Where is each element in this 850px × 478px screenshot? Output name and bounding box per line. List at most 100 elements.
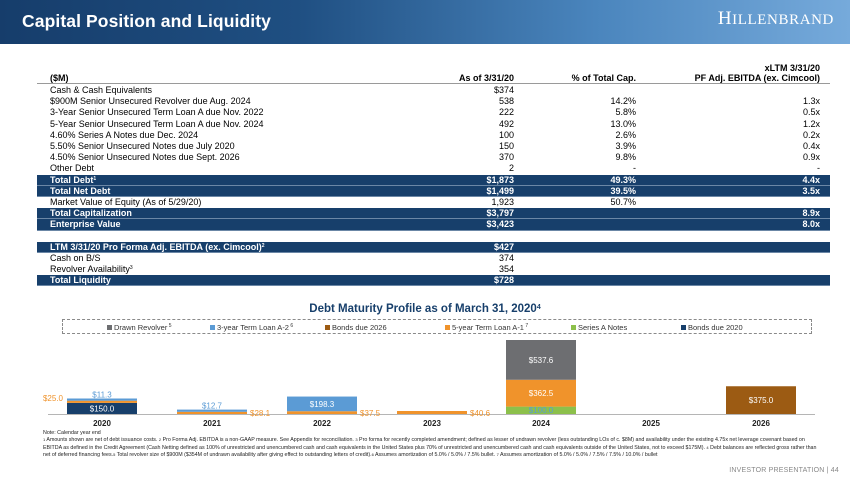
legend-swatch-icon (107, 325, 112, 330)
row-label: 4.50% Senior Unsecured Notes due Sept. 2… (50, 152, 240, 163)
table-total-row: Enterprise Value $3,423 8.0x (37, 219, 830, 231)
row-label-text: Other Debt (50, 163, 95, 174)
as-of-value: $3,423 (486, 219, 514, 230)
row-label-text: 5-Year Senior Unsecured Term Loan A due … (50, 118, 264, 129)
table-total-row: Total Debt1 $1,873 49.3% 4.4x (37, 174, 830, 186)
chart-legend: Drawn Revolver 5 3-year Term Loan A-2 6 Bo… (62, 319, 812, 334)
pct-total-cap-value: - (633, 163, 636, 174)
row-label: Revolver Availability3 (50, 264, 133, 275)
table-row: Cash & Cash Equivalents $374 (37, 85, 830, 96)
row-label-text: Total Liquidity (50, 275, 111, 286)
debt-maturity-chart: 2020 2021 2022 2023 2024 2025 2026 $150.0 $25.0 $… (43, 340, 815, 428)
x-tick-label: 2024 (532, 419, 550, 428)
ebitda-multiple-value: - (817, 163, 820, 174)
legend-item: Drawn Revolver 5 (107, 323, 172, 332)
table-row: 3-Year Senior Unsecured Term Loan A due … (37, 107, 830, 118)
row-label-text: Market Value of Equity (As of 5/29/20) (50, 197, 202, 207)
pct-total-cap-value: 14.2% (610, 96, 636, 107)
footnotes: Note: Calendar year end 1 Amounts shown … (43, 430, 823, 460)
as-of-value: 222 (498, 107, 514, 118)
col3-header-line1: xLTM 3/31/20 (764, 63, 820, 73)
bar-segment-2024-5-year-term-loan-a-1 (506, 379, 576, 407)
ebitda-multiple-value: 1.2x (802, 118, 820, 129)
page-footer: INVESTOR PRESENTATION | 44 (729, 467, 839, 474)
ebitda-multiple-value: 8.0x (802, 219, 820, 230)
as-of-value: 374 (498, 252, 514, 263)
data-label: $100.0 (529, 406, 554, 415)
footnote-text: Amounts shown are net of debt issuance c… (45, 437, 159, 444)
ebitda-multiple-value: 4.4x (802, 174, 820, 185)
bar-segment-2021-5-year-term-loan-a-1 (177, 411, 247, 414)
data-label: $362.5 (529, 389, 554, 398)
legend-label: 3-year Term Loan A-2 (217, 323, 289, 332)
pct-total-cap-value: 5.8% (615, 107, 636, 118)
footnote-number: 7 (496, 452, 499, 458)
legend-swatch-icon (210, 325, 215, 330)
x-tick-label: 2025 (642, 419, 660, 428)
as-of-value: $728 (493, 275, 514, 286)
footnote-text: Debt balances are reflected gross rather… (43, 444, 817, 459)
ebitda-multiple-value: 0.5x (802, 107, 820, 118)
legend-label: Series A Notes (578, 323, 628, 332)
data-label: $40.6 (470, 409, 491, 418)
row-label-text: Revolver Availability (50, 264, 130, 274)
footnote-text: Assumes amortization of 5.0% / 5.0% / 7.… (498, 452, 658, 459)
row-label-text: Total Net Debt (50, 185, 111, 196)
pct-total-cap-value: 50.7% (610, 197, 636, 207)
table-row: $900M Senior Unsecured Revolver due Aug.… (37, 96, 830, 107)
row-label: 4.60% Series A Notes due Dec. 2024 (50, 130, 198, 141)
data-label: $28.1 (250, 409, 271, 418)
table-row: Other Debt 2 - - (37, 163, 830, 174)
data-label: $150.0 (90, 404, 115, 413)
as-of-value: $427 (493, 241, 514, 252)
row-label: 5.50% Senior Unsecured Notes due July 20… (50, 141, 235, 152)
table-header-row-2: ($M) As of 3/31/20 % of Total Cap. PF Ad… (37, 73, 830, 84)
col3-header-line2: PF Adj. EBITDA (ex. Cimcool) (694, 73, 820, 83)
x-tick-label: 2023 (423, 419, 441, 428)
legend-item: Series A Notes (571, 323, 627, 332)
row-label: 5-Year Senior Unsecured Term Loan A due … (50, 119, 263, 130)
bar-segment-2022-5-year-term-loan-a-1 (287, 411, 357, 414)
table-row: 4.60% Series A Notes due Dec. 2024 100 2.6… (37, 130, 830, 141)
title-banner: Capital Position and Liquidity HILLENBRA… (0, 0, 850, 44)
as-of-value: 100 (498, 129, 514, 140)
table-header-row-1: xLTM 3/31/20 (37, 62, 830, 73)
data-label: $375.0 (749, 396, 774, 405)
bar-segment-2022-3-year-term-loan-a-2 (287, 396, 357, 412)
bar-segment-2020-3-year-term-loan-a-2 (67, 398, 137, 401)
row-label: $900M Senior Unsecured Revolver due Aug.… (50, 96, 251, 107)
footnote-ref: 2 (261, 242, 265, 249)
legend-footnote-ref: 5 (167, 323, 172, 329)
as-of-value: $1,499 (486, 185, 514, 196)
brand-logo-text: ILLENBRAND (732, 12, 834, 28)
x-tick-label: 2022 (313, 419, 331, 428)
table-total-row: Total Liquidity $728 (37, 275, 830, 287)
pct-total-cap-value: 39.5% (610, 185, 636, 196)
row-label-text: Cash & Cash Equivalents (50, 85, 153, 95)
row-label-text: Enterprise Value (50, 219, 121, 230)
ebitda-multiple-value: 0.4x (802, 141, 820, 151)
row-label: Total Debt1 (50, 175, 96, 186)
ebitda-multiple-value: 0.2x (802, 129, 820, 140)
bar-segment-2020-bonds-due-2020 (67, 402, 137, 414)
as-of-value: $1,873 (486, 174, 514, 185)
x-tick-label: 2026 (752, 419, 770, 428)
chart-title-text: Debt Maturity Profile as of March 31, 20… (309, 303, 537, 315)
bar-segment-2023-5-year-term-loan-a-1 (397, 410, 467, 414)
as-of-value: 370 (498, 152, 514, 163)
footnote-number: 3 (355, 437, 358, 443)
footnote-note: Note: Calendar year end (43, 430, 101, 436)
row-label: Other Debt (50, 163, 94, 174)
page-title: Capital Position and Liquidity (22, 11, 271, 31)
legend-footnote-ref: 7 (523, 323, 529, 329)
row-label-text: 3-Year Senior Unsecured Term Loan A due … (50, 107, 264, 118)
footnote-text: Total revolver size of $900M ($354M of u… (115, 452, 372, 459)
legend-footnote-ref: 6 (288, 323, 294, 329)
row-label-text: Total Capitalization (50, 208, 132, 219)
row-label-text: 4.60% Series A Notes due Dec. 2024 (50, 129, 199, 140)
table-total-row: LTM 3/31/20 Pro Forma Adj. EBITDA (ex. C… (37, 241, 830, 253)
ebitda-multiple-value: 1.3x (802, 96, 820, 107)
footnote-text: Pro Forma Adj. EBITDA is a non-GAAP meas… (161, 437, 356, 444)
row-label: Cash on B/S (50, 253, 101, 264)
legend-swatch-icon (445, 325, 450, 330)
